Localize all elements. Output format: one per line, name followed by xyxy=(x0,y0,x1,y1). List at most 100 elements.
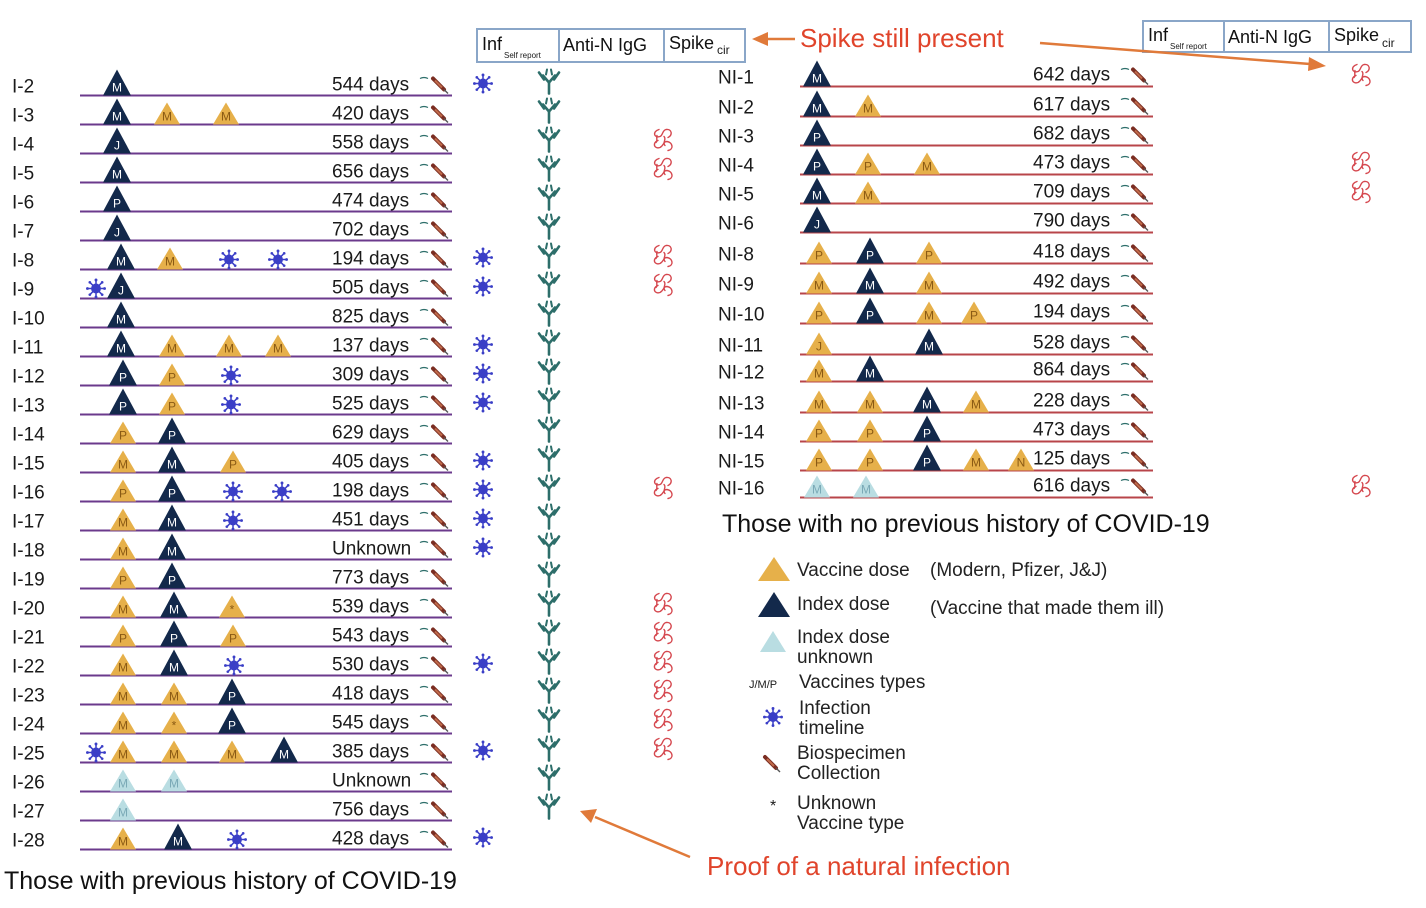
participant-row: I-4 558 days xyxy=(12,133,452,156)
biospecimen-syringe-icon xyxy=(431,134,450,154)
spike-circulating-subheader: cir xyxy=(1382,36,1395,50)
participant-id: NI-8 xyxy=(718,245,754,266)
vaccine-type-letter: M xyxy=(169,661,179,675)
vaccine-dose-triangle: P xyxy=(220,624,246,647)
anti-n-igg-antibody-icon xyxy=(537,126,561,153)
biospecimen-syringe-icon xyxy=(1131,478,1150,498)
vaccine-type-letter: P xyxy=(925,249,933,263)
vaccine-type-letter: P xyxy=(923,456,931,470)
vaccine-type-letter: P xyxy=(815,309,823,323)
participant-id: I-19 xyxy=(12,570,45,591)
vaccine-type-letter: P xyxy=(119,400,127,414)
vaccine-type-letter: P xyxy=(228,690,236,704)
vaccine-type-letter: M xyxy=(865,398,875,412)
participant-row: I-8 194 days xyxy=(12,249,452,272)
self-report-infection-icon xyxy=(472,652,494,675)
vaccine-type-letter: M xyxy=(224,342,234,356)
vaccine-dose-triangle: M xyxy=(216,334,242,357)
spike-protein-icon xyxy=(653,621,673,645)
index-dose-triangle: M xyxy=(803,177,831,204)
vaccine-type-letter: J xyxy=(118,284,124,298)
participant-id: I-20 xyxy=(12,599,45,620)
vaccine-dose-triangle: M xyxy=(219,740,245,763)
biospecimen-syringe-icon xyxy=(431,424,450,444)
index-dose-triangle: P xyxy=(103,185,131,212)
biospecimen-syringe-icon xyxy=(431,685,450,705)
self-report-infection-icon xyxy=(472,826,494,849)
vaccine-type-letter: P xyxy=(864,160,872,174)
vaccine-type-letter: M xyxy=(169,777,179,791)
index-dose-triangle: M xyxy=(103,156,131,183)
anti-n-igg-antibody-icon xyxy=(537,184,561,211)
vaccine-type-letter: * xyxy=(172,719,177,733)
vaccine-dose-triangle: M xyxy=(110,653,136,676)
vaccine-type-letter: M xyxy=(118,835,128,849)
vaccine-type-letter: M xyxy=(814,279,824,293)
legend-note: (Vaccine that made them ill) xyxy=(930,598,1164,619)
vaccine-dose-triangle: M xyxy=(110,595,136,618)
index-dose-triangle: P xyxy=(803,148,831,175)
anti-n-igg-antibody-icon xyxy=(537,474,561,501)
vaccine-dose-triangle: N xyxy=(1008,448,1034,471)
vaccine-dose-triangle: J xyxy=(806,332,832,355)
index-dose-triangle: M xyxy=(915,328,943,355)
participant-id: NI-4 xyxy=(718,156,754,177)
anti-n-igg-antibody-icon xyxy=(537,619,561,646)
vaccine-dose-triangle: * xyxy=(219,595,245,618)
vaccine-dose-triangle: M xyxy=(806,359,832,382)
participant-id: I-23 xyxy=(12,686,45,707)
index-dose-triangle: M xyxy=(856,355,884,382)
participant-id: I-14 xyxy=(12,425,45,446)
vaccine-type-letter: P xyxy=(168,400,176,414)
infection-virus-icon xyxy=(222,509,244,532)
participant-row: NI-8 418 days xyxy=(718,242,1153,266)
vaccine-type-letter: M xyxy=(922,160,932,174)
days-since-collection: 756 days xyxy=(332,800,409,821)
spike-still-present-annotation: Spike still present xyxy=(800,23,1005,53)
anti-n-igg-header: Anti-N IgG xyxy=(1228,27,1312,47)
index-dose-triangle: M xyxy=(164,823,192,850)
vaccine-type-letter: P xyxy=(866,309,874,323)
biospecimen-syringe-icon xyxy=(1131,213,1150,233)
vaccine-type-letter: M xyxy=(812,189,822,203)
vaccine-dose-triangle: M xyxy=(110,682,136,705)
vaccine-type-letter: P xyxy=(168,574,176,588)
days-since-collection: 228 days xyxy=(1033,391,1110,412)
biospecimen-syringe-icon xyxy=(431,221,450,241)
participant-row: I-23 418 days xyxy=(12,684,452,707)
vaccine-dose-triangle: M xyxy=(110,711,136,734)
vaccine-type-letter: M xyxy=(273,342,283,356)
vaccine-type-letter: M xyxy=(118,458,128,472)
spike-protein-icon xyxy=(1351,63,1371,87)
vaccine-type-letter: M xyxy=(971,398,981,412)
participant-id: NI-9 xyxy=(718,275,754,296)
anti-n-igg-antibody-icon xyxy=(537,445,561,472)
anti-n-igg-antibody-icon xyxy=(537,764,561,791)
anti-n-igg-antibody-icon xyxy=(537,561,561,588)
vaccine-type-letter: P xyxy=(170,632,178,646)
vaccine-type-letter: M xyxy=(863,102,873,116)
inf-header: Inf xyxy=(1148,25,1169,45)
days-since-collection: 864 days xyxy=(1033,360,1110,381)
participant-id: NI-5 xyxy=(718,185,754,206)
biospecimen-syringe-icon xyxy=(431,192,450,212)
vaccine-type-letter: M xyxy=(116,313,126,327)
participant-id: NI-15 xyxy=(718,452,764,473)
vaccine-dose-triangle: P xyxy=(110,566,136,589)
vaccine-type-letter: J xyxy=(814,218,820,232)
vaccine-type-letter: P xyxy=(813,131,821,145)
index-dose-legend-triangle xyxy=(758,592,790,617)
self-report-subheader: Self report xyxy=(504,51,542,60)
vaccine-dose-triangle: M xyxy=(110,827,136,850)
vaccine-dose-triangle: M xyxy=(857,390,883,413)
self-report-infection-icon xyxy=(472,362,494,385)
annotations: Spike still present Proof of a natural in… xyxy=(580,23,1326,881)
spike-protein-icon xyxy=(653,737,673,761)
legend-label: Unknown Vaccine type xyxy=(797,793,904,834)
days-since-collection: 525 days xyxy=(332,394,409,415)
spike-circulating-subheader: cir xyxy=(717,43,730,57)
biospecimen-syringe-icon xyxy=(431,453,450,473)
vaccine-dose-triangle: M xyxy=(157,247,183,270)
